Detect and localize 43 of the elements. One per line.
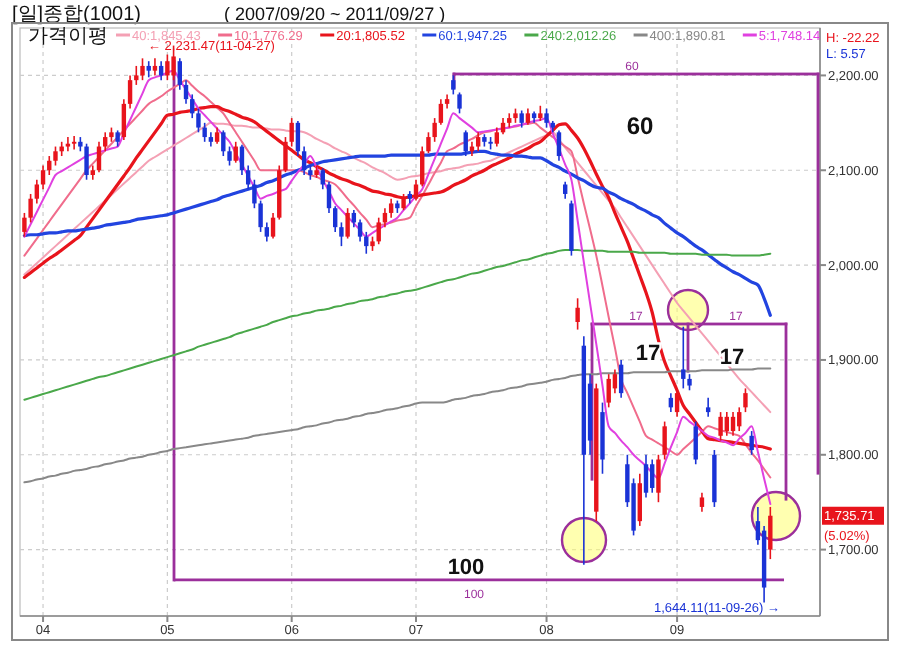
candlestick bbox=[463, 129, 468, 157]
annotation: 60 bbox=[626, 112, 654, 140]
candlestick bbox=[165, 53, 170, 81]
candlestick bbox=[712, 449, 717, 508]
candlestick bbox=[457, 91, 462, 115]
candlestick bbox=[681, 325, 686, 390]
candlestick bbox=[575, 297, 580, 331]
candlestick bbox=[749, 430, 754, 456]
candlestick bbox=[600, 401, 605, 475]
candlestick bbox=[53, 145, 58, 167]
line-series bbox=[23, 367, 772, 484]
candlestick bbox=[65, 136, 71, 153]
candlestick bbox=[662, 420, 667, 461]
candlestick bbox=[376, 216, 381, 246]
candlestick bbox=[494, 126, 500, 148]
candlestick bbox=[699, 491, 705, 513]
candlestick bbox=[743, 387, 748, 413]
candlestick bbox=[606, 373, 611, 409]
annotation: 17 bbox=[635, 342, 661, 366]
candlestick bbox=[768, 506, 773, 560]
candlestick bbox=[718, 411, 723, 442]
legend-title: 가격이평 bbox=[28, 26, 108, 48]
candlestick bbox=[705, 397, 711, 418]
candlestick bbox=[544, 107, 549, 129]
chart-title: [일]종합(1001) bbox=[12, 4, 141, 26]
annotation: 100 bbox=[447, 556, 485, 580]
candlestick bbox=[140, 57, 145, 81]
candlestick bbox=[618, 359, 624, 399]
annotation: 17 bbox=[719, 346, 745, 370]
candlestick bbox=[388, 197, 394, 219]
candlestick bbox=[556, 129, 562, 162]
candlestick bbox=[475, 131, 481, 153]
candlestick bbox=[693, 420, 698, 466]
candlestick bbox=[84, 142, 89, 181]
candlestick bbox=[71, 135, 77, 151]
line-series bbox=[23, 121, 772, 414]
candlestick bbox=[637, 472, 642, 527]
candlestick bbox=[569, 199, 574, 257]
candlestick bbox=[674, 387, 680, 418]
candlestick bbox=[650, 458, 655, 494]
candlestick bbox=[643, 453, 649, 499]
candlestick bbox=[345, 207, 350, 240]
candlestick bbox=[656, 453, 661, 503]
